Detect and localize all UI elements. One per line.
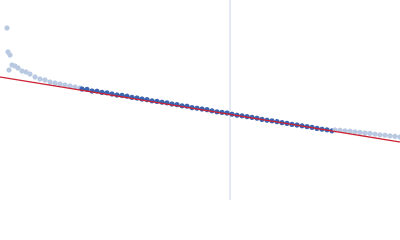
chart — [0, 0, 400, 200]
data-point — [397, 134, 400, 140]
data-point — [42, 77, 48, 83]
point-series — [332, 127, 400, 140]
data-point — [37, 76, 43, 82]
data-point — [47, 79, 53, 85]
data-point — [19, 68, 25, 74]
data-point — [392, 133, 398, 139]
data-point — [7, 52, 13, 58]
data-point — [362, 130, 368, 136]
data-point — [67, 83, 73, 89]
data-point — [23, 69, 29, 75]
data-point — [6, 67, 12, 73]
data-point — [372, 131, 378, 137]
data-point — [342, 128, 348, 134]
data-point — [52, 80, 58, 86]
data-point — [352, 129, 358, 135]
data-point — [367, 130, 373, 136]
data-point — [15, 65, 21, 71]
data-point — [27, 71, 33, 77]
data-point — [4, 25, 10, 31]
data-point — [32, 74, 38, 80]
data-point — [387, 133, 393, 139]
data-point — [377, 132, 383, 138]
page: {"chart_data": { "type": "scatter", "xli… — [0, 0, 400, 200]
point-series — [79, 86, 335, 134]
data-point — [347, 128, 353, 134]
point-series — [4, 25, 83, 91]
data-point — [57, 81, 63, 87]
data-point — [72, 84, 78, 90]
data-point — [62, 82, 68, 88]
fit-line — [0, 76, 400, 143]
data-point — [357, 129, 363, 135]
data-point — [382, 132, 388, 138]
